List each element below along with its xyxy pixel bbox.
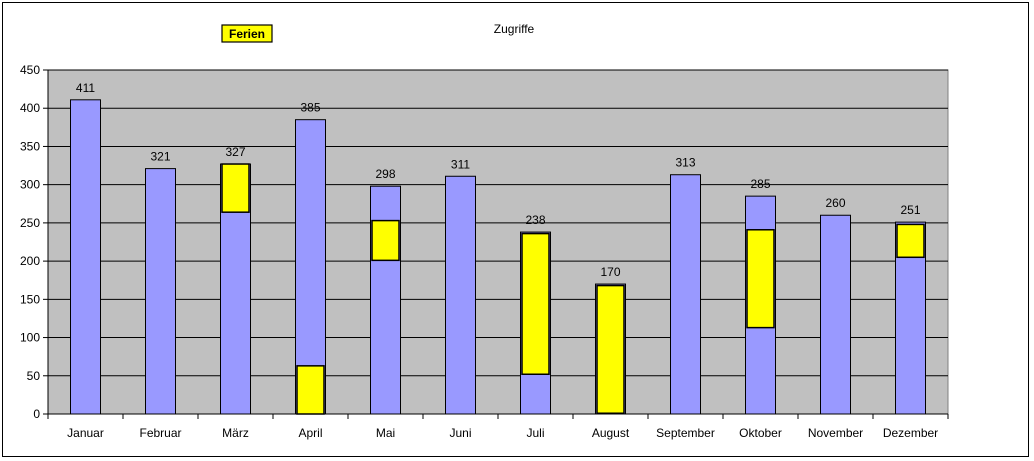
data-label: 311 <box>451 157 470 171</box>
axes: 0 50 100 150 200 250 300 350 400 450 Januar Februar… <box>20 63 949 440</box>
data-label: 327 <box>225 145 245 159</box>
x-tick-label: Dezember <box>883 426 938 440</box>
bar-september <box>670 174 701 415</box>
data-label: 313 <box>675 156 695 170</box>
data-label: 260 <box>825 196 845 210</box>
legend: Ferien <box>221 24 273 43</box>
y-tick-label: 350 <box>20 139 40 153</box>
y-tick-label: 200 <box>20 254 40 268</box>
bar-april <box>295 119 326 415</box>
bars: 411 321 327 385 298 311 238 170 313 285 260 251 <box>70 81 926 415</box>
x-tick-label: Juni <box>449 426 471 440</box>
ferien-segment-dezember <box>896 223 925 259</box>
y-tick-label: 300 <box>20 178 40 192</box>
x-tick-label: Februar <box>139 426 181 440</box>
x-tick-label: Januar <box>67 426 104 440</box>
bar-februar <box>145 168 176 415</box>
ferien-segment-märz <box>221 163 250 213</box>
x-tick-label: November <box>808 426 863 440</box>
ferien-segment-april <box>296 365 325 415</box>
x-tick-label: April <box>298 426 322 440</box>
data-label: 321 <box>150 150 170 164</box>
data-label: 238 <box>525 213 545 227</box>
x-tick-label: Juli <box>526 426 544 440</box>
gridlines <box>48 69 948 377</box>
y-tick-label: 100 <box>20 331 40 345</box>
bar-november <box>820 214 851 415</box>
x-tick-label: Oktober <box>739 426 782 440</box>
chart-title: Zugriffe <box>494 22 535 36</box>
data-label: 385 <box>300 101 320 115</box>
y-tick-label: 450 <box>20 63 40 77</box>
y-tick-label: 0 <box>33 407 40 421</box>
ferien-segment-juli <box>521 232 550 375</box>
x-tick-label: Mai <box>376 426 395 440</box>
y-tick-label: 50 <box>27 369 41 383</box>
data-label: 411 <box>76 81 95 95</box>
data-label: 251 <box>900 203 920 217</box>
bar-januar <box>70 99 101 415</box>
ferien-segment-oktober <box>746 229 775 329</box>
ferien-segment-august <box>596 284 625 414</box>
y-tick-label: 150 <box>20 292 40 306</box>
bar-juni <box>445 175 476 415</box>
data-label: 298 <box>375 167 395 181</box>
data-label: 285 <box>750 177 770 191</box>
legend-label-ferien: Ferien <box>229 27 265 41</box>
y-tick-label: 250 <box>20 216 40 230</box>
data-label: 170 <box>600 265 620 279</box>
plot-area <box>47 69 949 415</box>
y-tick-label: 400 <box>20 101 40 115</box>
x-tick-label: September <box>656 426 715 440</box>
x-tick-label: März <box>222 426 249 440</box>
x-tick-label: August <box>592 426 630 440</box>
ferien-segment-mai <box>371 219 400 262</box>
zugriffe-chart: 411 321 327 385 298 311 238 170 313 285 260 251 0 50… <box>20 22 949 440</box>
legend-swatch-ferien <box>221 24 273 43</box>
